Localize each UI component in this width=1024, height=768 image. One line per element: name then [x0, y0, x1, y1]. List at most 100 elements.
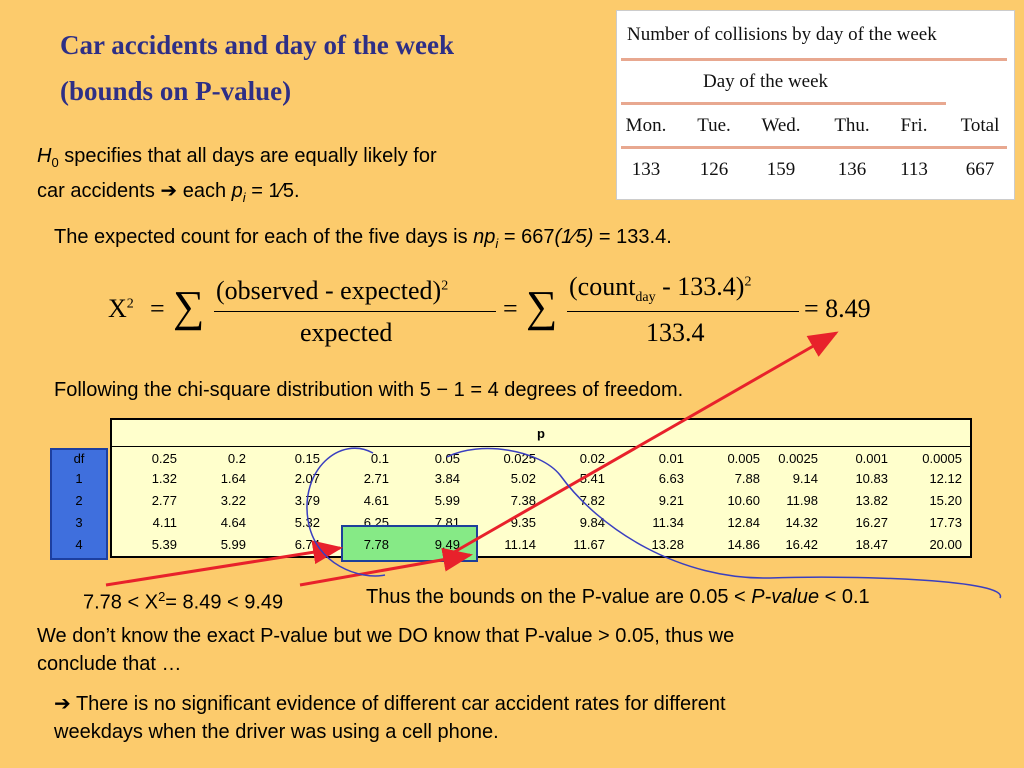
- conclusion-line-1: We don’t know the exact P-value but we D…: [37, 625, 735, 647]
- fraction-bar-1: [214, 311, 496, 312]
- p-value-header: 0.02: [579, 451, 605, 466]
- critical-value: 9.21: [658, 493, 684, 508]
- critical-value: 13.28: [651, 537, 684, 552]
- p-value-header: 0.0005: [922, 451, 962, 466]
- critical-value: 9.35: [510, 515, 536, 530]
- critical-value: 10.83: [855, 471, 888, 486]
- collision-value-total: 667: [965, 159, 995, 180]
- df-value: 2: [75, 493, 83, 508]
- collision-value-wed: 159: [766, 159, 796, 180]
- critical-value: 11.34: [652, 515, 684, 530]
- formula-numerator-1: (observed - expected)2: [216, 276, 449, 305]
- p-value-header: 0.15: [294, 451, 320, 466]
- critical-value: 18.47: [855, 537, 888, 552]
- conclusion: We don’t know the exact P-value but we D…: [37, 622, 997, 678]
- critical-value: 4.61: [363, 493, 389, 508]
- collision-table-rule-top: [621, 58, 1007, 61]
- collision-header-mon: Mon.: [625, 115, 667, 136]
- df-label: df: [73, 451, 85, 466]
- title-line-1: Car accidents and day of the week: [60, 30, 454, 60]
- final-statement-line-2: weekdays when the driver was using a cel…: [54, 721, 499, 743]
- bounds-inequality: 7.78 < X2= 8.49 < 9.49: [83, 589, 284, 614]
- critical-value: 1.64: [220, 471, 246, 486]
- np-symbol: np: [473, 226, 496, 248]
- critical-value: 16.42: [785, 537, 818, 552]
- critical-value: 11.14: [504, 537, 536, 552]
- critical-value: 6.63: [658, 471, 684, 486]
- sigma-icon: ∑: [526, 282, 558, 331]
- critical-value: 12.12: [929, 471, 962, 486]
- critical-value: 11.67: [573, 537, 605, 552]
- collision-table-subtitle: Day of the week: [703, 71, 829, 92]
- critical-value: 1.32: [151, 471, 177, 486]
- formula-equals-2: =: [503, 294, 518, 323]
- conclusion-line-2: conclude that …: [37, 653, 182, 675]
- critical-value: 3.22: [220, 493, 246, 508]
- chi-square-formula: X2 = ∑ (observed - expected)2 expected =…: [0, 262, 1024, 362]
- critical-value: 4.11: [152, 515, 177, 530]
- df-value: 1: [75, 471, 83, 486]
- formula-equals-1: =: [150, 294, 165, 323]
- critical-value: 7.88: [734, 471, 760, 486]
- collision-table: Number of collisions by day of the week …: [616, 10, 1015, 200]
- highlighted-critical-value: 7.78: [363, 537, 389, 552]
- bounds-conclusion: Thus the bounds on the P-value are 0.05 …: [366, 586, 870, 608]
- critical-value: 14.32: [785, 515, 818, 530]
- critical-value: 5.39: [151, 537, 177, 552]
- collision-header-fri: Fri.: [900, 115, 928, 136]
- expected-equals: = 667: [498, 226, 555, 248]
- formula-result: = 8.49: [804, 294, 871, 323]
- formula-denominator-1: expected: [300, 318, 393, 347]
- p-value-header: 0.2: [227, 451, 246, 466]
- critical-value: 5.02: [510, 471, 536, 486]
- collision-header-tue: Tue.: [697, 115, 731, 136]
- critical-value: 12.84: [727, 515, 760, 530]
- red-arrow-to-result: [448, 331, 839, 557]
- critical-value: 15.20: [929, 493, 962, 508]
- fraction-bar-2: [567, 311, 799, 312]
- critical-value: 2.77: [151, 493, 177, 508]
- arrow-icon: ➔: [160, 180, 178, 202]
- p-subscript: i: [242, 190, 246, 205]
- formula-lhs: X2: [108, 294, 134, 323]
- p-value-header: 0.0025: [778, 451, 818, 466]
- critical-value: 4.64: [220, 515, 246, 530]
- collision-header-thu: Thu.: [834, 115, 870, 136]
- critical-value: 9.84: [579, 515, 605, 530]
- red-arrow-lower-bound: [105, 540, 343, 587]
- critical-value: 11.98: [786, 493, 818, 508]
- critical-value: 7.38: [510, 493, 536, 508]
- blue-curve-p-010: [306, 447, 386, 577]
- collision-value-fri: 113: [900, 159, 928, 180]
- collision-value-tue: 126: [699, 159, 729, 180]
- critical-value: 5.99: [220, 537, 246, 552]
- critical-value: 5.99: [434, 493, 460, 508]
- red-arrow-upper-bound: [299, 547, 473, 587]
- sigma-icon: ∑: [173, 282, 205, 331]
- critical-value: 13.82: [855, 493, 888, 508]
- df-value: 3: [75, 515, 83, 530]
- collision-table-title: Number of collisions by day of the week: [627, 24, 937, 45]
- critical-value: 20.00: [929, 537, 962, 552]
- df-value: 4: [75, 537, 83, 552]
- null-hypothesis-line-1: H0 specifies that all days are equally l…: [37, 142, 597, 177]
- chi-square-table: p df 0.25 0.2 0.15 0.1 0.05 0.025 0.02 0.01 0.005…: [50, 418, 972, 562]
- final-statement-line-1: There is no significant evidence of diff…: [70, 693, 726, 715]
- h-subscript: 0: [51, 155, 59, 170]
- formula-numerator-2: (countday - 133.4)2: [569, 272, 752, 306]
- arrow-icon: ➔: [54, 693, 71, 715]
- critical-value: 10.60: [727, 493, 760, 508]
- p-value-header: 0.25: [151, 451, 177, 466]
- degrees-of-freedom-text: Following the chi-square distribution wi…: [54, 379, 684, 401]
- critical-value: 17.73: [929, 515, 962, 530]
- expected-fraction: (1⁄5): [554, 226, 594, 248]
- car-accidents-text: car accidents: [37, 180, 161, 202]
- collision-header-wed: Wed.: [761, 115, 801, 136]
- critical-value: 14.86: [727, 537, 760, 552]
- p-symbol: p: [231, 180, 243, 202]
- critical-value: 9.14: [792, 471, 818, 486]
- critical-value: 2.07: [294, 471, 320, 486]
- final-statement: ➔ There is no significant evidence of di…: [54, 690, 1014, 746]
- p-value-header: 0.1: [370, 451, 389, 466]
